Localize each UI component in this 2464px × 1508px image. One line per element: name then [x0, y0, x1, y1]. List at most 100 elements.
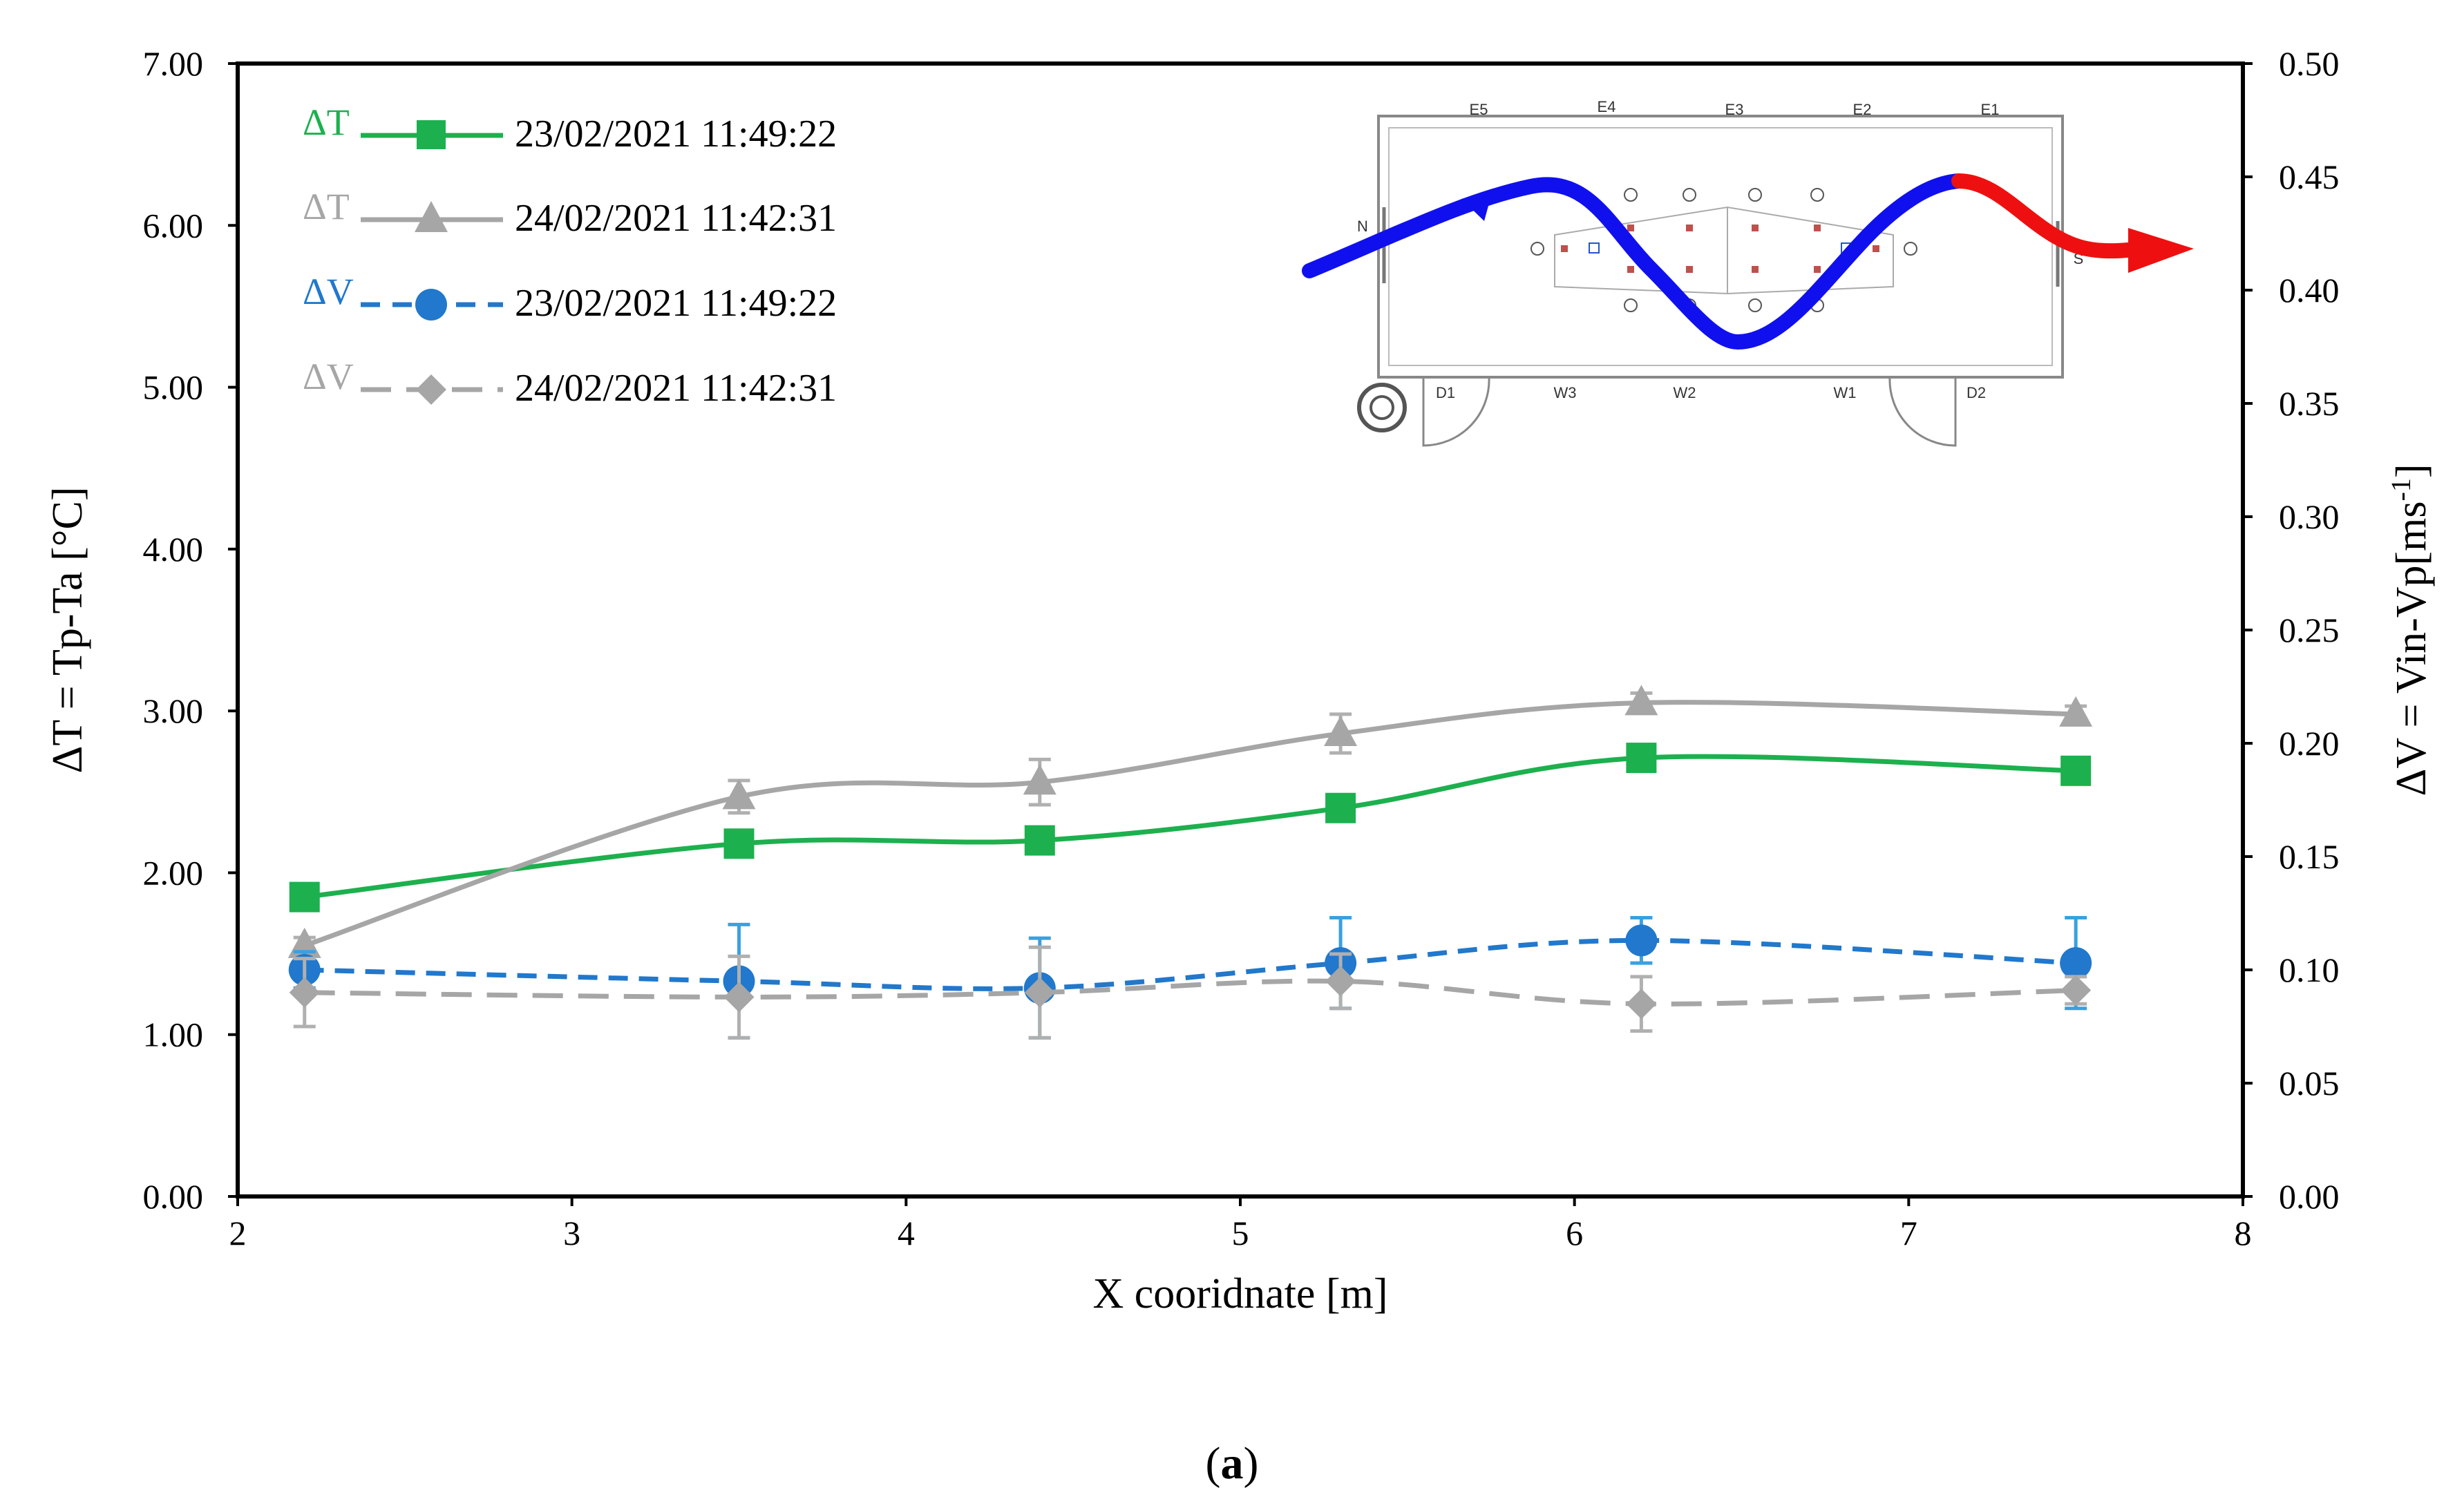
y-left-tick-label: 0.00 — [143, 1177, 204, 1216]
y-right-tick-label: 0.45 — [2279, 158, 2340, 196]
legend-label-dV-2402: 24/02/2021 11:42:31 — [515, 367, 837, 410]
x-tick-label: 4 — [898, 1214, 915, 1252]
y-right-axis-title-main: ΔV = Vin-Vp[ms — [2388, 501, 2435, 796]
y-right-tick-label: 0.10 — [2279, 951, 2340, 989]
y-left-tick-label: 4.00 — [143, 530, 204, 569]
data-point — [2060, 975, 2092, 1006]
y-left-tick-label: 5.00 — [143, 368, 204, 407]
inset-seat — [1530, 242, 1544, 256]
data-point — [2059, 696, 2093, 727]
inset-seat — [1683, 188, 1696, 202]
inset-sensor — [1627, 225, 1634, 231]
series-layer — [287, 685, 2093, 1040]
data-point — [289, 881, 320, 913]
legend-symbol-dV-2302: ΔV — [303, 271, 354, 312]
series-line — [303, 700, 2076, 948]
legend-symbol-dV-2402: ΔV — [303, 356, 354, 397]
inset-sensor — [1873, 245, 1879, 252]
inset-seat — [1624, 188, 1638, 202]
legend-marker-triangle — [415, 201, 448, 232]
inset-seat — [1748, 298, 1762, 312]
legend-label-dT-2302: 23/02/2021 11:49:22 — [515, 113, 837, 155]
data-point — [1024, 825, 1055, 856]
data-point — [1325, 792, 1356, 823]
x-tick-label: 6 — [1566, 1214, 1583, 1252]
series-0 — [289, 743, 2092, 913]
inset-sensor — [1686, 266, 1693, 273]
inset-label-E3: E3 — [1725, 101, 1744, 118]
inset-sensor — [1686, 225, 1693, 231]
inset-door-arc-left — [1422, 376, 1490, 447]
figure-panel-label: (a) — [1206, 1438, 1259, 1489]
data-point — [1325, 966, 1356, 997]
inset-label-W3: W3 — [1554, 384, 1577, 401]
y-right-axis-title-unit-exp: -1 — [2385, 478, 2416, 501]
y-left-tick-label: 2.00 — [143, 853, 204, 892]
y-left-tick-label: 1.00 — [143, 1015, 204, 1054]
data-point — [1625, 924, 1658, 957]
series-1 — [287, 685, 2093, 958]
figure-panel-label-close: ) — [1244, 1438, 1259, 1489]
axes-layer: 2 3 4 5 6 7 8 0.00 1.00 2.00 3.00 4.00 5.00 6.00 7.00 0… — [143, 44, 2340, 1252]
data-point — [1626, 989, 1657, 1020]
airflow-arrow-red-head — [2128, 228, 2194, 273]
inset-sensor — [1814, 225, 1821, 231]
data-point — [1624, 685, 1658, 716]
data-point — [722, 779, 756, 810]
x-tick-label: 2 — [229, 1214, 247, 1252]
data-point — [723, 982, 755, 1013]
legend-entry-dV-2302: ΔV 23/02/2021 11:49:22 — [303, 271, 837, 325]
y-right-axis-title-close: ] — [2388, 464, 2435, 478]
y-left-tick-label: 7.00 — [143, 44, 204, 83]
inset-sensor — [1627, 266, 1634, 273]
legend: ΔT 23/02/2021 11:49:22 ΔT 24/02/2021 11:… — [303, 102, 837, 410]
series-line — [304, 937, 2076, 991]
legend-entry-dV-2402: ΔV 24/02/2021 11:42:31 — [303, 356, 837, 410]
legend-symbol-dT-2302: ΔT — [303, 102, 350, 143]
inset-label-D2: D2 — [1967, 384, 1986, 401]
x-tick-label: 5 — [1232, 1214, 1249, 1252]
inset-sensor — [1752, 266, 1759, 273]
inset-sensor-grid — [1561, 225, 1879, 273]
y-right-tick-label: 0.25 — [2279, 611, 2340, 649]
legend-marker-diamond — [416, 374, 446, 405]
legend-symbol-dT-2402: ΔT — [303, 186, 350, 227]
x-tick-label: 3 — [563, 1214, 580, 1252]
inset-seat — [1904, 242, 1917, 256]
inset-sensor — [1561, 245, 1568, 252]
inset-label-W1: W1 — [1834, 384, 1857, 401]
y-right-tick-label: 0.50 — [2279, 44, 2340, 83]
inset-sensor — [1752, 225, 1759, 231]
series-line — [304, 754, 2076, 900]
compass-icon-inner — [1370, 395, 1394, 420]
series-line — [304, 978, 2076, 1006]
inset-label-E4: E4 — [1598, 98, 1616, 115]
data-point — [2060, 947, 2092, 980]
data-point — [1626, 743, 1657, 774]
data-point — [289, 977, 320, 1008]
inset-label-D1: D1 — [1436, 384, 1455, 401]
inset-label-E1: E1 — [1981, 101, 2000, 118]
y-right-axis-title: ΔV = Vin-Vp[ms-1] — [2385, 464, 2435, 796]
y-right-tick-label: 0.20 — [2279, 724, 2340, 763]
y-right-tick-label: 0.00 — [2279, 1177, 2340, 1216]
inset-seat-markers — [1530, 188, 1917, 312]
legend-marker-square — [417, 120, 446, 149]
legend-label-dV-2302: 23/02/2021 11:49:22 — [515, 282, 837, 325]
inset-label-N: N — [1357, 218, 1368, 235]
y-left-axis-title: ΔT = Tp-Ta [°C] — [44, 487, 91, 774]
inset-seat — [1748, 188, 1762, 202]
legend-marker-circle — [415, 289, 447, 321]
data-point — [2060, 755, 2092, 786]
y-right-tick-label: 0.30 — [2279, 497, 2340, 536]
compass-icon — [1357, 383, 1407, 432]
inset-room-inner — [1388, 127, 2053, 366]
legend-entry-dT-2302: ΔT 23/02/2021 11:49:22 — [303, 102, 837, 155]
inset-sensor — [1814, 266, 1821, 273]
legend-label-dT-2402: 24/02/2021 11:42:31 — [515, 197, 837, 240]
data-point — [1324, 715, 1358, 746]
airflow-arrow-blue-head — [1461, 191, 1492, 221]
inset-seat — [1810, 188, 1824, 202]
inset-blue-sensor — [1589, 242, 1600, 254]
